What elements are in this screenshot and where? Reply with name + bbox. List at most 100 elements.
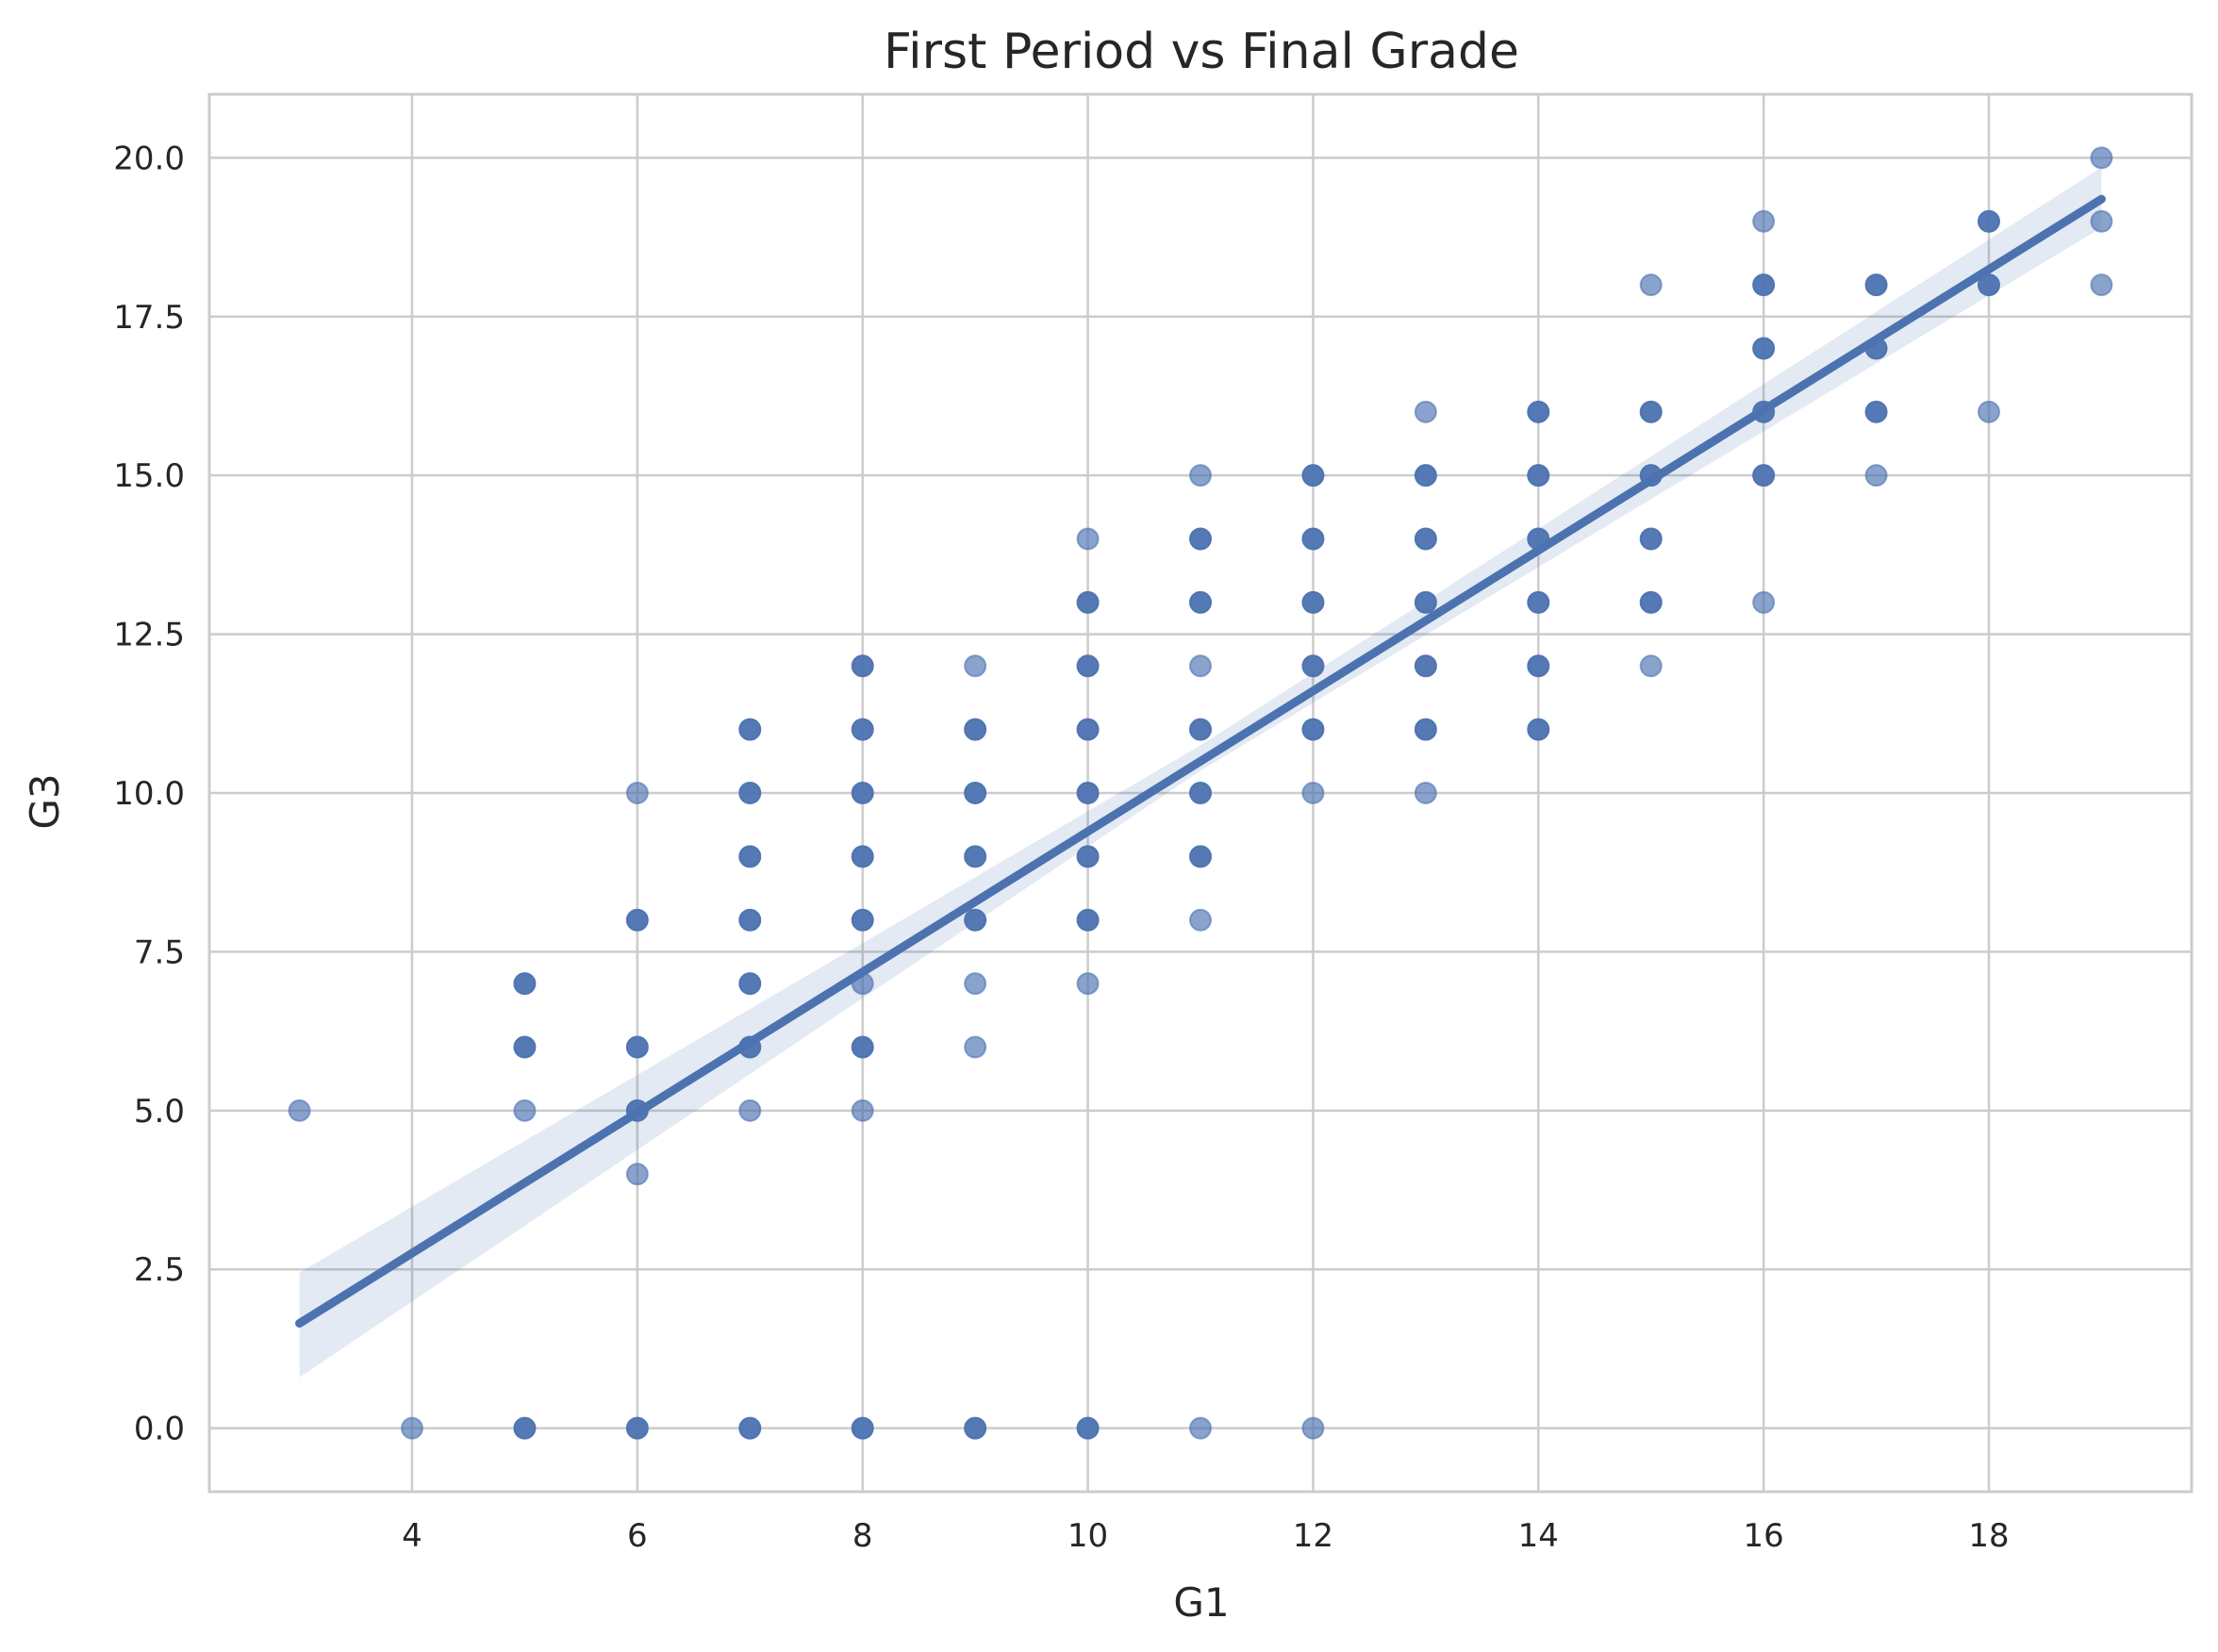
- data-point: [1752, 209, 1776, 233]
- data-point: [1076, 845, 1100, 868]
- data-point: [2090, 146, 2113, 170]
- x-tick-label: 14: [1518, 1517, 1559, 1555]
- data-point: [1752, 337, 1776, 360]
- data-point: [1527, 464, 1550, 487]
- data-point: [513, 1035, 537, 1059]
- data-point: [964, 972, 987, 996]
- data-point: [1301, 464, 1325, 487]
- x-tick-label: 6: [627, 1517, 648, 1555]
- data-point: [738, 1099, 762, 1122]
- data-point: [964, 908, 987, 932]
- data-point: [1301, 527, 1325, 551]
- data-point: [1752, 273, 1776, 297]
- data-point: [625, 782, 649, 804]
- data-point: [1639, 654, 1663, 678]
- data-point: [625, 908, 649, 932]
- x-tick-label: 10: [1068, 1517, 1108, 1555]
- data-point: [1978, 273, 2001, 297]
- y-axis-ticks: 0.0 2.5 5.0 7.5 10.0 12.5 15.0 17.5 20.0: [113, 140, 185, 1447]
- data-point: [1752, 590, 1776, 614]
- data-point: [738, 782, 762, 804]
- data-point: [964, 718, 987, 741]
- data-point: [738, 972, 762, 996]
- x-tick-label: 4: [402, 1517, 422, 1555]
- data-point: [1414, 400, 1437, 423]
- data-point: [1978, 209, 2001, 233]
- data-point: [1414, 718, 1437, 741]
- data-point: [964, 782, 987, 804]
- data-point: [1864, 400, 1888, 423]
- y-tick-label: 10.0: [113, 775, 185, 813]
- y-tick-label: 5.0: [134, 1093, 185, 1131]
- data-point: [1639, 400, 1663, 423]
- data-point: [1189, 845, 1212, 868]
- data-point: [851, 1099, 874, 1122]
- x-tick-label: 16: [1744, 1517, 1784, 1555]
- data-point: [738, 845, 762, 868]
- y-tick-label: 7.5: [134, 933, 185, 971]
- data-point: [1414, 654, 1437, 678]
- data-point: [1076, 718, 1100, 741]
- x-tick-label: 8: [852, 1517, 873, 1555]
- data-point: [1978, 400, 2001, 423]
- data-point: [288, 1099, 311, 1122]
- data-point: [1414, 464, 1437, 487]
- data-point: [738, 718, 762, 741]
- data-point: [1076, 654, 1100, 678]
- data-point: [1301, 718, 1325, 741]
- regression-line: [295, 194, 2106, 1328]
- data-point: [1189, 527, 1212, 551]
- confidence-band-area: [299, 167, 2102, 1378]
- x-tick-label: 18: [1968, 1517, 2009, 1555]
- data-point: [1076, 590, 1100, 614]
- data-point: [1639, 590, 1663, 614]
- data-point: [1527, 400, 1550, 423]
- data-point: [964, 1035, 987, 1059]
- data-point: [400, 1416, 423, 1440]
- data-point: [1189, 654, 1212, 678]
- data-point: [964, 845, 987, 868]
- x-axis-label: G1: [1173, 1579, 1229, 1626]
- data-point: [625, 1035, 649, 1059]
- data-point: [1414, 590, 1437, 614]
- data-point: [1076, 527, 1100, 551]
- y-tick-label: 15.0: [113, 457, 185, 495]
- data-point: [1864, 464, 1888, 487]
- data-point: [1189, 1416, 1212, 1440]
- data-point: [2090, 209, 2113, 233]
- chart-title: First Period vs Final Grade: [884, 24, 1519, 80]
- y-tick-label: 0.0: [134, 1411, 185, 1448]
- data-point: [851, 845, 874, 868]
- data-point: [513, 972, 537, 996]
- data-point: [1301, 590, 1325, 614]
- data-point: [1189, 464, 1212, 487]
- data-point: [1076, 972, 1100, 996]
- data-point: [964, 1416, 987, 1440]
- plot-frame: [207, 92, 2193, 1494]
- data-point: [1189, 718, 1212, 741]
- data-point: [625, 1163, 649, 1186]
- data-point: [1752, 464, 1776, 487]
- data-point: [1076, 1416, 1100, 1440]
- data-point: [851, 1035, 874, 1059]
- data-point: [513, 1416, 537, 1440]
- data-point: [1301, 654, 1325, 678]
- data-point: [1076, 782, 1100, 804]
- data-point: [1639, 273, 1663, 297]
- data-point: [1301, 1416, 1325, 1440]
- data-point: [851, 908, 874, 932]
- data-point: [1189, 782, 1212, 804]
- data-point: [1414, 782, 1437, 804]
- data-point: [1189, 590, 1212, 614]
- confidence-band: [299, 167, 2102, 1378]
- data-point: [513, 1099, 537, 1122]
- data-point: [1076, 908, 1100, 932]
- x-axis-ticks: 4 6 8 10 12 14 16 18: [402, 1517, 2009, 1555]
- data-point: [1301, 782, 1325, 804]
- data-point: [1414, 527, 1437, 551]
- y-tick-label: 20.0: [113, 140, 185, 177]
- data-point: [1527, 654, 1550, 678]
- data-point: [625, 1416, 649, 1440]
